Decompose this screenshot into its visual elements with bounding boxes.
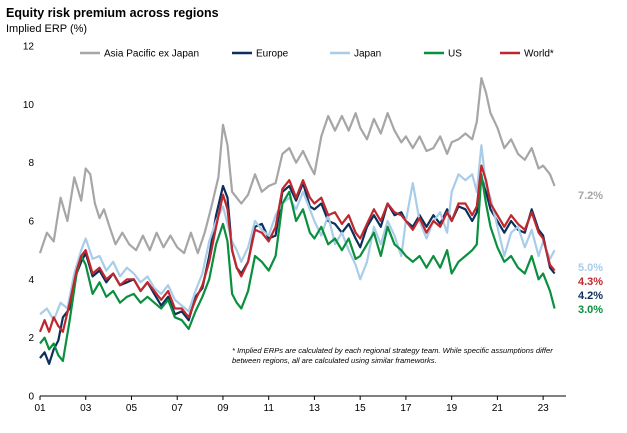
series-line-us (39, 173, 556, 363)
y-tick-label: 8 (28, 158, 34, 169)
x-tick-label: 13 (309, 403, 321, 414)
x-tick-label: 05 (126, 403, 138, 414)
x-tick-label: 19 (446, 403, 458, 414)
y-tick-label: 10 (23, 100, 35, 111)
footnote: * Implied ERPs are calculated by each re… (232, 346, 553, 365)
end-value-label: 3.0% (578, 304, 603, 316)
series-lines (38, 77, 556, 365)
legend-entry: Japan (354, 49, 381, 60)
legend-entry: Europe (256, 49, 289, 60)
chart-title: Equity risk premium across regions (6, 6, 219, 20)
y-axis-label: Implied ERP (%) (6, 23, 88, 35)
x-tick-label: 09 (217, 403, 229, 414)
series-line-asia-pacific-ex-japan (38, 77, 556, 255)
series-line-world (38, 164, 556, 333)
y-tick-label: 4 (28, 275, 34, 286)
x-tick-label: 11 (264, 403, 275, 414)
end-value-label: 4.2% (578, 290, 603, 302)
x-tick-label: 15 (355, 403, 367, 414)
axes: 0 2 4 6 8 10 12 01 03 05 07 09 11 13 15 17 19 21 23 (23, 42, 566, 414)
y-tick-label: 0 (28, 392, 34, 403)
end-value-label: 7.2% (578, 190, 603, 202)
end-labels: 7.2% 4.2% 5.0% 3.0% 4.3% (578, 190, 603, 316)
series-line-japan (39, 144, 556, 322)
legend-entry: US (448, 49, 462, 60)
x-tick-label: 03 (80, 403, 92, 414)
y-tick-label: 6 (28, 217, 34, 228)
end-value-label: 5.0% (578, 262, 603, 274)
legend-entry: World* (524, 49, 554, 60)
x-tick-label: 07 (172, 403, 184, 414)
legend: Asia Pacific ex Japan Europe Japan US World* (80, 49, 554, 60)
y-tick-label: 12 (23, 42, 35, 53)
end-value-label: 4.3% (578, 276, 603, 288)
x-tick-label: 23 (538, 403, 550, 414)
y-tick-label: 2 (28, 333, 34, 344)
x-tick-label: 01 (34, 403, 46, 414)
legend-entry: Asia Pacific ex Japan (104, 49, 199, 60)
x-tick-label: 17 (400, 403, 412, 414)
x-tick-label: 21 (492, 403, 504, 414)
